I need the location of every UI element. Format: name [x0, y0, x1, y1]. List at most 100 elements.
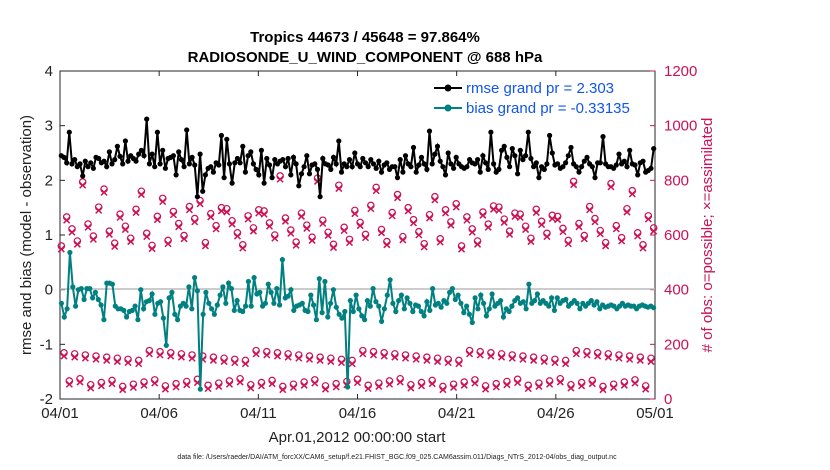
obs-assimilated-marker	[57, 245, 65, 253]
rmse-point	[421, 161, 427, 167]
rmse-point	[362, 160, 369, 166]
obs-assimilated-marker	[628, 190, 636, 198]
obs-assimilated-marker	[375, 382, 383, 390]
rmse-point	[192, 162, 198, 168]
obs-assimilated-marker	[239, 244, 247, 252]
rmse-point	[152, 164, 158, 170]
rmse-point	[360, 155, 366, 162]
obs-assimilated-marker	[522, 226, 530, 234]
obs-assimilated-marker	[97, 382, 105, 390]
bias-point	[291, 307, 297, 313]
bias-point	[192, 275, 198, 281]
obs-assimilated-marker	[388, 212, 396, 220]
obs-assimilated-marker	[618, 237, 626, 245]
obs-assimilated-marker	[191, 218, 199, 226]
obs-assimilated-marker	[479, 211, 487, 219]
obs-assimilated-marker	[474, 240, 482, 248]
obs-assimilated-marker	[620, 381, 628, 389]
obs-assimilated-marker	[340, 227, 348, 235]
rmse-point	[269, 175, 275, 181]
obs-assimilated-marker	[492, 383, 500, 391]
rmse-point	[504, 154, 510, 160]
bias-point	[262, 300, 268, 306]
obs-assimilated-marker	[60, 352, 68, 360]
obs-assimilated-marker	[391, 353, 399, 361]
obs-assimilated-marker	[567, 384, 575, 392]
obs-assimilated-marker	[556, 378, 564, 386]
obs-assimilated-marker	[89, 235, 97, 243]
bias-point	[339, 315, 345, 321]
rmse-point	[112, 157, 118, 163]
rmse-point	[154, 129, 160, 135]
y-left-tick-labels: 4 3 2 1 0 -1 -2	[40, 63, 53, 408]
rmse-point	[477, 169, 483, 175]
bias-point	[481, 300, 487, 306]
obs-assimilated-marker	[145, 350, 153, 358]
rmse-point	[210, 169, 216, 175]
bias-point	[362, 317, 368, 323]
rmse-point	[333, 161, 339, 167]
bias-point	[534, 291, 541, 297]
obs-assimilated-marker	[156, 351, 164, 359]
obs-assimilated-marker	[212, 225, 220, 233]
bias-point	[449, 286, 455, 292]
obs-assimilated-marker	[604, 353, 612, 361]
rmse-point	[568, 144, 574, 151]
obs-assimilated-marker	[498, 353, 506, 361]
obs-assimilated-marker	[241, 360, 249, 368]
obs-assimilated-marker	[332, 383, 340, 391]
obs-assimilated-marker	[543, 233, 551, 241]
bias-point	[444, 300, 450, 306]
bias-point	[404, 295, 410, 301]
bias-point	[81, 296, 87, 303]
y-right-tick-label: 1000	[664, 118, 697, 135]
obs-assimilated-marker	[183, 381, 191, 389]
chart-title-line2: RADIOSONDE_U_WIND_COMPONENT @ 688 hPa	[188, 49, 543, 66]
bias-point	[109, 281, 115, 287]
obs-assimilated-marker	[209, 356, 217, 364]
bias-point	[285, 293, 291, 299]
obs-assimilated-marker	[76, 378, 84, 386]
series-group	[58, 116, 657, 392]
bias-point	[308, 292, 314, 298]
rmse-point	[445, 150, 451, 156]
rmse-point	[434, 143, 441, 149]
obs-assimilated-marker	[161, 385, 169, 393]
rmse-point	[184, 127, 190, 133]
bias-point	[121, 307, 127, 313]
obs-assimilated-marker	[252, 350, 260, 358]
rmse-point	[418, 154, 425, 160]
obs-assimilated-marker	[116, 213, 124, 222]
obs-assimilated-marker	[137, 191, 145, 199]
rmse-point	[584, 154, 590, 160]
obs-assimilated-marker	[364, 385, 372, 393]
x-tick-label: 04/26	[537, 405, 575, 422]
bias-point	[333, 304, 339, 310]
obs-assimilated-marker	[327, 358, 335, 366]
bias-point	[370, 286, 376, 292]
obs-assimilated-marker	[401, 354, 410, 362]
rmse-point	[338, 169, 345, 175]
bias-point	[234, 298, 240, 304]
y-left-tick-label: 0	[45, 282, 53, 299]
rmse-point	[226, 161, 232, 167]
bias-point	[248, 303, 254, 309]
obs-assimilated-marker	[506, 230, 514, 238]
bias-point	[401, 306, 407, 312]
rmse-point	[232, 160, 238, 166]
obs-assimilated-marker	[369, 351, 378, 359]
bias-point	[500, 314, 506, 320]
obs-assimilated-marker	[247, 384, 255, 392]
bias-point	[313, 317, 319, 323]
bias-point	[452, 296, 458, 303]
rmse-point	[253, 166, 259, 172]
bias-point	[435, 300, 441, 306]
obs-assimilated-marker	[220, 358, 228, 366]
rmse-point	[592, 175, 598, 181]
obs-assimilated-marker	[634, 232, 642, 240]
bias-point	[472, 295, 478, 301]
obs-assimilated-marker	[295, 354, 303, 362]
obs-assimilated-marker	[442, 209, 450, 217]
obs-assimilated-marker	[153, 216, 161, 224]
bias-point	[345, 384, 351, 390]
